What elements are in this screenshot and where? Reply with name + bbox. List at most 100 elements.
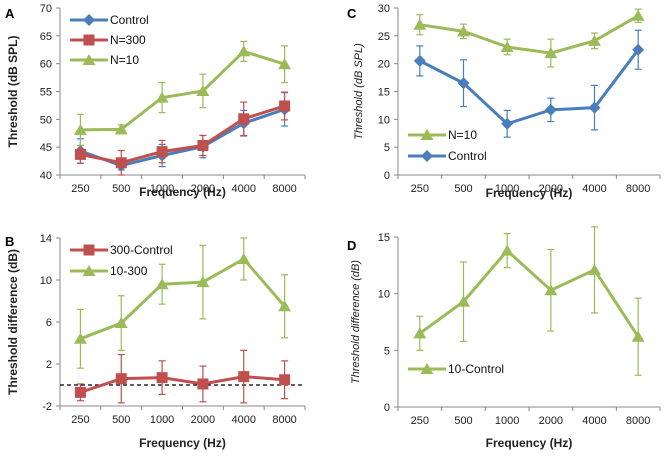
data-point	[197, 378, 209, 390]
x-tick-label: 8000	[626, 183, 650, 195]
series-line	[79, 257, 286, 341]
panel-letter: C	[347, 6, 357, 21]
data-point	[238, 113, 250, 125]
x-tick-label: 500	[454, 415, 472, 427]
x-tick-label: 4000	[232, 183, 256, 195]
data-point	[413, 327, 427, 339]
legend-entry: 10-300	[70, 264, 148, 278]
data-point	[544, 103, 557, 116]
y-tick-label: 0	[384, 170, 390, 182]
data-point	[196, 84, 210, 96]
data-point	[197, 139, 209, 151]
x-tick-label: 2000	[539, 415, 563, 427]
data-point	[237, 45, 251, 57]
x-axis-title: Frequency (Hz)	[139, 185, 226, 199]
series-line	[80, 104, 286, 165]
series-line	[419, 14, 639, 55]
y-tick-label: 20	[378, 59, 390, 71]
y-tick-label: 10	[378, 289, 390, 301]
data-point	[588, 34, 601, 46]
x-tick-label: 500	[454, 183, 472, 195]
y-tick-label: -2	[42, 401, 52, 413]
data-point	[279, 100, 291, 112]
data-point	[114, 317, 128, 329]
data-point	[238, 371, 250, 383]
legend-entry: Control	[408, 149, 487, 163]
x-tick-label: 250	[71, 183, 89, 195]
data-point	[457, 25, 470, 37]
panel-c: C 0 5 10 15 20 25 30 250 500 1000 2000 4000 8000 Frequ…	[347, 3, 661, 200]
x-tick-label: 4000	[232, 414, 256, 426]
series-control	[413, 29, 645, 138]
data-point	[237, 253, 251, 264]
data-point	[413, 54, 426, 67]
data-point	[279, 374, 291, 386]
y-tick-label: 70	[40, 3, 52, 15]
y-axis-title: Threshold difference (dB)	[6, 249, 20, 395]
x-tick-label: 1000	[150, 183, 174, 195]
legend-label: 10-300	[110, 264, 148, 278]
x-tick-label: 1000	[495, 415, 519, 427]
y-axis-title: Threshold (dB SPL)	[6, 36, 20, 148]
x-axis-title: Frequency (Hz)	[139, 436, 226, 450]
legend-marker	[83, 34, 95, 46]
y-tick-label: 5	[384, 345, 390, 357]
x-tick-label: 1000	[150, 414, 174, 426]
legend-label: Control	[110, 13, 149, 27]
legend-entry: Control	[70, 13, 149, 27]
data-point	[631, 330, 645, 342]
x-tick-label: 4000	[582, 415, 606, 427]
x-tick-label: 1000	[495, 183, 519, 195]
y-tick-label: 40	[40, 170, 52, 182]
x-axis-title: Frequency (Hz)	[486, 186, 573, 200]
data-point	[115, 157, 127, 169]
y-axis-title: Threshold difference (dB)	[350, 260, 362, 384]
y-tick-label: 15	[378, 232, 390, 244]
data-point	[73, 332, 87, 344]
data-point	[544, 284, 558, 296]
data-point	[457, 77, 470, 90]
legend-marker	[83, 244, 95, 256]
y-tick-label: 55	[40, 87, 52, 99]
series-line	[418, 248, 640, 338]
series-line	[79, 375, 285, 394]
panel-a: A 40 45 50 55 60 65 70 250 500 1000 2000 4000 8000 Fre…	[5, 3, 306, 199]
legend-label: 10-Control	[448, 362, 504, 376]
series-300-control	[74, 349, 291, 404]
x-tick-label: 500	[112, 414, 130, 426]
x-tick-label: 8000	[272, 414, 296, 426]
x-tick-label: 500	[112, 183, 130, 195]
series-line	[419, 48, 640, 126]
series-10-control	[413, 226, 645, 376]
panel-letter: D	[347, 238, 356, 253]
data-point	[500, 244, 514, 256]
data-point	[457, 295, 470, 307]
legend-marker	[82, 265, 96, 276]
data-point	[501, 117, 514, 130]
y-tick-label: 10	[40, 275, 52, 287]
data-point	[196, 276, 210, 288]
series-line	[79, 107, 286, 168]
series-n-10	[413, 8, 645, 68]
y-tick-label: 25	[378, 31, 390, 43]
x-tick-label: 250	[411, 415, 429, 427]
y-tick-label: 0	[384, 402, 390, 414]
data-point	[588, 263, 601, 275]
legend-entry: N=10	[70, 53, 139, 67]
data-point	[588, 101, 601, 114]
legend-marker	[83, 14, 95, 26]
series-n-10	[73, 40, 292, 147]
data-point	[155, 91, 169, 103]
y-tick-label: 50	[40, 114, 52, 126]
series-line	[80, 49, 286, 132]
y-tick-label: 65	[40, 31, 52, 43]
y-tick-label: 60	[40, 59, 52, 71]
y-tick-label: 14	[40, 233, 52, 245]
data-point	[74, 386, 86, 398]
legend-label: Control	[448, 149, 487, 163]
data-point	[278, 300, 292, 312]
x-axis-title: Frequency (Hz)	[486, 436, 573, 450]
data-point	[278, 58, 292, 70]
panel-d: D 0 5 10 15 250 500 1000 2000 4000 8000 Frequency (…	[347, 226, 661, 450]
series-10-300	[73, 237, 292, 369]
